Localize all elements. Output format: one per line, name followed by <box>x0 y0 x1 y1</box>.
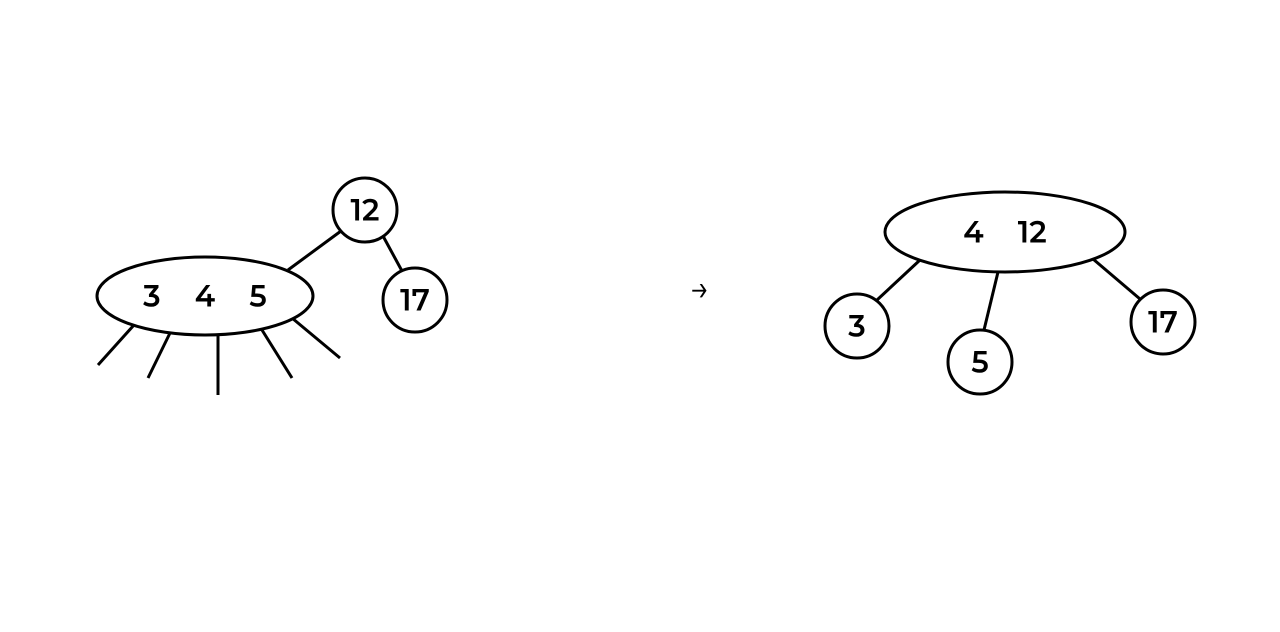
edge-right-root-to-three <box>877 260 920 300</box>
edge-left-root-to-child <box>288 231 341 270</box>
node-right-root-label: 4 12 <box>963 214 1046 251</box>
stub-4 <box>292 318 340 358</box>
node-left-root-label: 12 <box>351 192 380 229</box>
edge-left-root-to-seventeen <box>383 236 402 271</box>
stub-3 <box>262 330 292 378</box>
right-tree: 4 12 3 5 17 <box>825 192 1195 394</box>
node-left-seventeen-label: 17 <box>400 282 430 319</box>
node-right-five-label: 5 <box>971 344 989 381</box>
edge-right-root-to-five <box>984 272 998 330</box>
arrow-icon: → <box>690 267 710 309</box>
btree-split-diagram: 12 3 4 5 17 → 4 12 3 5 17 <box>0 0 1280 632</box>
node-left-child-label: 3 4 5 <box>143 278 267 315</box>
node-right-three-label: 3 <box>848 308 865 345</box>
stub-1 <box>148 333 170 378</box>
node-right-seventeen-label: 17 <box>1148 304 1178 341</box>
edge-right-root-to-seventeen <box>1093 259 1140 299</box>
stub-0 <box>98 325 134 365</box>
left-tree: 12 3 4 5 17 <box>97 178 447 395</box>
